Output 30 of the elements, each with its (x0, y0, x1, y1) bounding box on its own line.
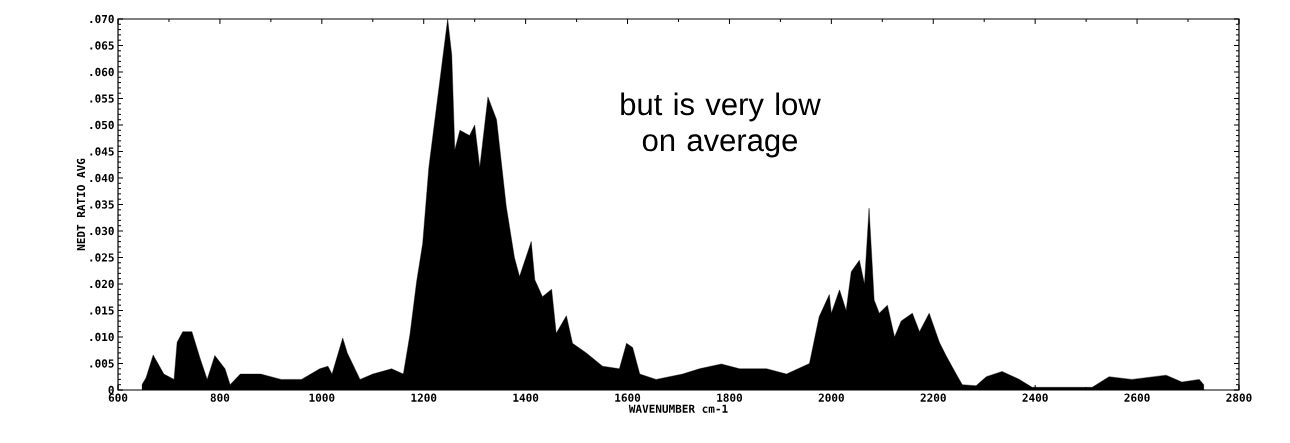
y-tick-label: .060 (90, 67, 114, 77)
x-tick-label: 2000 (818, 393, 844, 402)
x-tick-label: 800 (210, 393, 230, 402)
y-tick-label: .055 (90, 94, 114, 103)
x-tick-label: 2800 (1226, 393, 1252, 402)
y-tick-label: .045 (90, 147, 114, 156)
y-tick-label: .020 (90, 279, 114, 289)
x-tick-label: 2200 (920, 393, 946, 402)
x-tick-label: 1000 (309, 393, 335, 402)
x-tick-label: 1400 (513, 393, 539, 402)
x-tick-label: 2400 (1022, 393, 1048, 402)
y-tick-label: 0 (108, 385, 114, 395)
y-tick-label: .050 (90, 120, 114, 130)
y-tick-label: .065 (90, 41, 114, 50)
y-tick-label: .005 (90, 359, 114, 368)
annotation: but is very low on average (621, 92, 821, 158)
x-tick-label: 600 (108, 393, 128, 402)
y-tick-label: .015 (90, 306, 114, 315)
y-tick-label: .030 (90, 226, 114, 236)
x-tick-label: 1600 (615, 393, 641, 402)
y-tick-label: .070 (90, 14, 114, 24)
x-tick-label: 1200 (411, 393, 437, 402)
x-tick-label: 2600 (1124, 393, 1150, 402)
y-axis-title: NEDT RATIO AVG (76, 158, 86, 251)
x-tick-label: 1800 (717, 393, 743, 402)
y-tick-label: .025 (90, 253, 114, 262)
y-tick-label: .040 (90, 173, 114, 183)
x-axis-title: WAVENUMBER cm-1 (628, 404, 728, 413)
y-tick-label: .035 (90, 200, 114, 209)
y-tick-label: .010 (90, 332, 114, 342)
